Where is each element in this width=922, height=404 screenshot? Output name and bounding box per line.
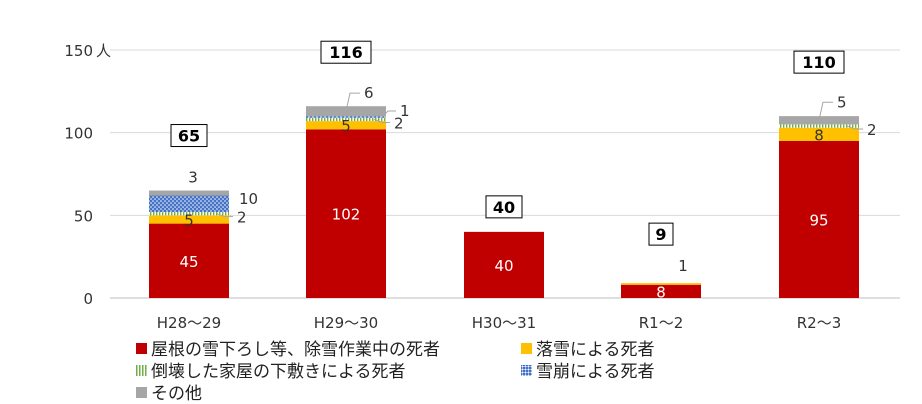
data-label: 5 <box>341 117 351 135</box>
total-box <box>648 222 674 246</box>
data-label: 2 <box>394 114 404 132</box>
data-label: 3 <box>188 169 198 187</box>
x-tick-label: R2～3 <box>797 314 842 332</box>
data-label: 5 <box>837 93 847 111</box>
leader-line <box>345 92 360 112</box>
bar-segment <box>779 140 859 298</box>
bar-segment <box>149 215 229 224</box>
x-tick-label: H29～30 <box>314 314 378 332</box>
bar-segment <box>149 190 229 196</box>
data-label: 1 <box>678 257 688 275</box>
total-box <box>793 50 845 74</box>
total-label: 110 <box>802 53 835 72</box>
leader-line <box>846 125 863 130</box>
data-label: 45 <box>179 253 198 271</box>
data-label: 10 <box>239 190 258 208</box>
y-tick-label: 150 <box>64 42 93 60</box>
x-tick-label: H30～31 <box>472 314 536 332</box>
data-label: 6 <box>364 84 374 102</box>
legend-label: その他 <box>151 384 202 404</box>
data-label: 102 <box>332 206 361 224</box>
bar-segment <box>149 195 229 213</box>
legend-swatch <box>136 365 147 376</box>
y-tick-label: 0 <box>83 290 93 308</box>
leader-line <box>818 101 833 121</box>
bar-segment <box>306 116 386 118</box>
bar-segment <box>779 124 859 128</box>
bar-segment <box>464 231 544 298</box>
legend-label: 倒壊した家屋の下敷きによる死者 <box>151 362 406 382</box>
legend-item: 倒壊した家屋の下敷きによる死者 <box>136 362 406 382</box>
data-label: 8 <box>656 283 666 301</box>
total-box <box>320 40 372 64</box>
bar-segment <box>149 223 229 298</box>
data-label: 1 <box>400 102 410 120</box>
legend-item: 落雪による死者 <box>521 340 655 360</box>
total-box <box>170 124 208 148</box>
bar-segment <box>306 121 386 130</box>
legend-label: 落雪による死者 <box>536 340 655 360</box>
bar-segment <box>621 284 701 298</box>
total-label: 116 <box>329 43 362 62</box>
legend-item: その他 <box>136 384 202 404</box>
legend-swatch <box>136 343 147 354</box>
legend-swatch <box>521 343 532 354</box>
x-tick-label: R1～2 <box>639 314 684 332</box>
data-label: 5 <box>184 211 194 229</box>
leader-line <box>381 110 396 118</box>
legend-item: 屋根の雪下ろし等、除雪作業中の死者 <box>136 340 440 360</box>
chart-svg: 0 50 100 150 人 H28～29 H29～30 H30～31 R1～2 R2～3 45 5… <box>64 40 900 332</box>
data-label: 2 <box>867 121 877 139</box>
y-tick-label: 50 <box>74 207 93 225</box>
y-axis-unit: 人 <box>96 42 111 60</box>
x-tick-label: H28～29 <box>157 314 221 332</box>
total-label: 9 <box>655 225 666 244</box>
legend-label: 雪崩による死者 <box>536 362 655 382</box>
bar-segment <box>306 117 386 122</box>
legend: 屋根の雪下ろし等、除雪作業中の死者 落雪による死者倒壊した家屋の下敷きによる死者 雪… <box>136 338 696 404</box>
total-label: 65 <box>178 127 200 146</box>
data-label: 8 <box>814 126 824 144</box>
data-label: 40 <box>494 257 513 275</box>
total-label: 40 <box>493 198 515 217</box>
data-label: 2 <box>237 209 247 227</box>
legend-label: 屋根の雪下ろし等、除雪作業中の死者 <box>151 340 440 360</box>
legend-item: 雪崩による死者 <box>521 362 655 382</box>
legend-swatch <box>136 387 147 398</box>
bar-segment <box>779 127 859 141</box>
data-label: 95 <box>809 211 828 229</box>
leader-line <box>373 118 390 123</box>
bar-segment <box>149 212 229 216</box>
bar-segment <box>621 283 701 285</box>
y-tick-label: 100 <box>64 125 93 143</box>
leader-line <box>216 213 233 218</box>
bar-segment <box>306 129 386 298</box>
total-box <box>485 195 523 219</box>
legend-swatch <box>521 365 532 376</box>
